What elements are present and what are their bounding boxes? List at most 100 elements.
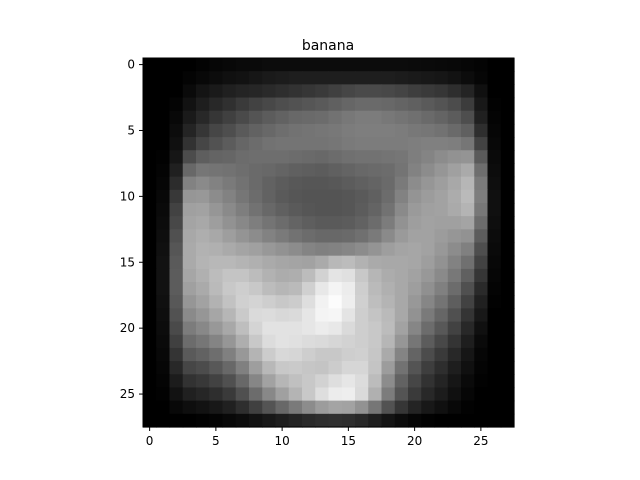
heatmap-cell [500, 229, 515, 244]
heatmap-cell [500, 123, 515, 138]
heatmap-cell [143, 202, 157, 217]
heatmap-cell [381, 347, 396, 362]
heatmap-cell [381, 295, 396, 309]
heatmap-cell [421, 123, 436, 138]
heatmap-cell [156, 97, 171, 112]
heatmap-cell [500, 308, 515, 323]
heatmap-cell [143, 163, 157, 178]
heatmap-cell [447, 216, 462, 230]
heatmap-cell [461, 321, 475, 336]
heatmap-cell [262, 150, 277, 165]
heatmap-cell [394, 216, 409, 230]
heatmap-cell [487, 308, 502, 323]
heatmap-cell [222, 189, 237, 204]
heatmap-cell [182, 202, 197, 217]
heatmap-cell [288, 71, 303, 85]
heatmap-cell [143, 176, 157, 191]
heatmap-cell [381, 58, 396, 72]
heatmap-cell [500, 255, 515, 270]
heatmap-cell [355, 176, 369, 191]
heatmap-cell [461, 216, 475, 230]
heatmap-cell [500, 71, 515, 85]
heatmap-cell [355, 71, 369, 85]
heatmap-cell [447, 71, 462, 85]
heatmap-cell [302, 321, 316, 336]
y-tick-label: 20 [120, 321, 135, 335]
heatmap-cell [302, 282, 316, 296]
heatmap-cell [394, 189, 409, 204]
heatmap-cell [156, 255, 171, 270]
heatmap-cell [262, 334, 277, 349]
heatmap-cell [209, 334, 224, 349]
heatmap-cell [262, 387, 277, 402]
heatmap-cell [315, 282, 330, 296]
heatmap-cell [487, 268, 502, 283]
heatmap-cell [368, 176, 383, 191]
heatmap-cell [461, 202, 475, 217]
heatmap-cell [355, 110, 369, 125]
heatmap-cell [209, 84, 224, 99]
heatmap-cell [394, 176, 409, 191]
heatmap-cell [474, 71, 489, 85]
heatmap-cell [249, 110, 263, 125]
heatmap-cell [341, 374, 356, 389]
heatmap-cell [196, 413, 210, 428]
heatmap-cell [196, 374, 210, 389]
heatmap-cell [143, 361, 157, 375]
heatmap-cell [381, 268, 396, 283]
heatmap-cell [447, 308, 462, 323]
heatmap-cell [474, 242, 489, 257]
heatmap-cell [143, 242, 157, 257]
heatmap-cell [315, 347, 330, 362]
x-tick-label: 15 [341, 434, 356, 448]
heatmap-cell [156, 216, 171, 230]
heatmap-cell [156, 163, 171, 178]
heatmap-cell [421, 374, 436, 389]
heatmap-cell [341, 216, 356, 230]
heatmap-cell [328, 176, 343, 191]
heatmap-cell [368, 163, 383, 178]
heatmap-cell [156, 202, 171, 217]
heatmap-cell [474, 84, 489, 99]
heatmap-cell [487, 321, 502, 336]
heatmap-cell [209, 58, 224, 72]
heatmap-cell [447, 189, 462, 204]
heatmap-cell [262, 137, 277, 151]
heatmap-cell [421, 189, 436, 204]
heatmap-cell [328, 150, 343, 165]
heatmap-cell [275, 97, 290, 112]
heatmap-cell [196, 110, 210, 125]
heatmap-cell [447, 295, 462, 309]
heatmap-cell [249, 334, 263, 349]
heatmap-cell [143, 71, 157, 85]
heatmap-cell [474, 387, 489, 402]
heatmap-cell [355, 268, 369, 283]
heatmap-cell [408, 137, 422, 151]
heatmap-cell [222, 295, 237, 309]
heatmap-cell [235, 295, 250, 309]
heatmap-cell [169, 255, 184, 270]
heatmap-cell [249, 374, 263, 389]
heatmap-cell [235, 123, 250, 138]
heatmap-cell [474, 202, 489, 217]
heatmap-cell [408, 295, 422, 309]
heatmap-cell [394, 229, 409, 244]
heatmap-cell [209, 163, 224, 178]
heatmap-cell [302, 347, 316, 362]
heatmap-cell [368, 110, 383, 125]
heatmap-cell [487, 71, 502, 85]
heatmap-cell [421, 137, 436, 151]
heatmap-cell [474, 137, 489, 151]
heatmap-cell [434, 58, 449, 72]
heatmap-cell [196, 255, 210, 270]
heatmap-cell [302, 176, 316, 191]
heatmap-cell [156, 400, 171, 415]
heatmap-cell [288, 282, 303, 296]
heatmap-cell [288, 202, 303, 217]
heatmap-cell [434, 361, 449, 375]
heatmap-cell [434, 84, 449, 99]
heatmap-cell [315, 413, 330, 428]
heatmap-cell [288, 216, 303, 230]
heatmap-cell [394, 268, 409, 283]
heatmap-cell [328, 308, 343, 323]
